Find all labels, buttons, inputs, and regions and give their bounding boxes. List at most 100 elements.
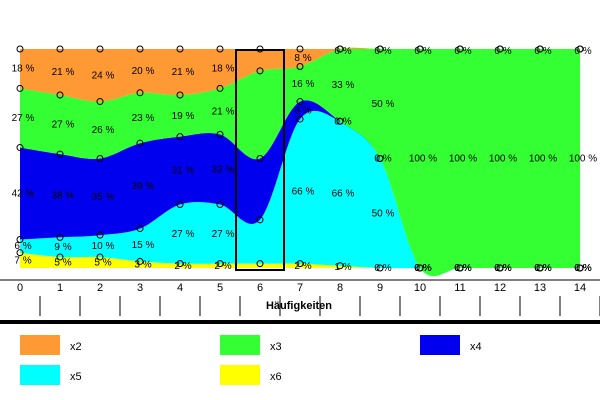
value-label-x6-3: 3 %	[134, 260, 151, 271]
value-label-x2-14: 0 %	[574, 46, 591, 57]
marker-x6-6	[256, 260, 264, 268]
value-label-x3-5: 21 %	[212, 106, 235, 117]
legend-label-x4: x4	[470, 341, 482, 353]
marker-x3-1	[56, 91, 64, 99]
marker-x4-0	[16, 144, 24, 152]
area-x5	[20, 110, 580, 277]
value-label-x5-0: 6 %	[14, 241, 31, 252]
marker-x5-0	[16, 236, 24, 244]
value-label-x2-12: 0 %	[494, 46, 511, 57]
value-label-x4-5: 32 %	[212, 164, 235, 175]
value-label-x6-2: 5 %	[94, 258, 111, 269]
x-tick-label-3: 3	[137, 282, 143, 294]
value-label-x5-2: 10 %	[92, 241, 115, 252]
value-label-x2-1: 21 %	[52, 67, 75, 78]
area-layer	[20, 47, 580, 277]
x-tick-label-5: 5	[217, 282, 223, 294]
value-label-x3-14: 100 %	[569, 154, 597, 165]
marker-x5-1	[56, 233, 64, 241]
marker-x5-3	[136, 225, 144, 233]
marker-x2-7	[296, 45, 304, 53]
value-label-x3-3: 23 %	[132, 113, 155, 124]
marker-x2-10	[416, 45, 424, 53]
value-label-x3-11: 100 %	[449, 154, 477, 165]
x-tick-label-4: 4	[177, 282, 183, 294]
value-label-x5-5: 27 %	[212, 229, 235, 240]
marker-x6-4	[176, 260, 184, 268]
marker-x3-7	[296, 63, 304, 71]
marker-x6-3	[136, 257, 144, 265]
value-label-x3-12: 100 %	[489, 154, 517, 165]
marker-x2-5	[216, 45, 224, 53]
x-tick-label-6: 6	[257, 282, 263, 294]
marker-layer	[16, 45, 584, 272]
marker-x6-5	[216, 260, 224, 268]
marker-x2-8	[336, 45, 344, 53]
area-x3	[20, 47, 580, 277]
value-label-x4-2: 35 %	[92, 192, 115, 203]
x-tick-label-11: 11	[454, 282, 465, 294]
marker-x4-12	[496, 264, 504, 272]
legend-swatch-x2	[20, 335, 60, 355]
area-x2	[20, 47, 580, 102]
highlight-box	[235, 49, 285, 271]
legend: x2 x3 x4 x5 x6	[20, 335, 482, 385]
value-label-x2-7: 8 %	[294, 53, 311, 64]
marker-x2-2	[96, 45, 104, 53]
legend-label-x2: x2	[70, 341, 82, 353]
value-label-x4-1: 38 %	[52, 191, 75, 202]
marker-x3-5	[216, 84, 224, 92]
marker-x4-13	[536, 264, 544, 272]
value-label-x6-7: 2 %	[294, 261, 311, 272]
marker-x2-12	[496, 45, 504, 53]
marker-x2-4	[176, 45, 184, 53]
legend-label-x3: x3	[270, 341, 282, 353]
legend-swatch-x3	[220, 335, 260, 355]
x-axis-title: Häufigkeiten	[266, 300, 332, 312]
value-label-x3-7: 16 %	[292, 79, 315, 90]
value-label-x4-3: 39 %	[132, 181, 155, 192]
marker-x4-1	[56, 150, 64, 158]
value-label-x5-7: 66 %	[292, 186, 315, 197]
value-label-x3-4: 19 %	[172, 111, 195, 122]
legend-label-x5: x5	[70, 371, 82, 383]
value-label-x2-3: 20 %	[132, 66, 155, 77]
marker-x2-0	[16, 45, 24, 53]
marker-x2-1	[56, 45, 64, 53]
marker-x2-11	[456, 45, 464, 53]
legend-label-x6: x6	[270, 371, 282, 383]
value-label-x3-8: 33 %	[332, 80, 355, 91]
x-tick-label-8: 8	[337, 282, 343, 294]
marker-x3-6	[256, 67, 264, 75]
value-label-x4-0: 42 %	[12, 189, 35, 200]
marker-x2-14	[576, 45, 584, 53]
value-label-x2-5: 18 %	[212, 64, 235, 75]
marker-x3-2	[96, 98, 104, 106]
value-label-x5-9: 50 %	[372, 208, 395, 219]
marker-x5-6	[256, 216, 264, 224]
value-label-x3-10: 100 %	[409, 154, 437, 165]
x-tick-label-14: 14	[574, 282, 586, 294]
marker-x4-5	[216, 130, 224, 138]
area-x4	[20, 100, 580, 277]
legend-swatch-x6	[220, 365, 260, 385]
marker-x6-7	[296, 260, 304, 268]
value-label-x2-9: 0 %	[374, 46, 391, 57]
marker-x3-0	[16, 84, 24, 92]
marker-x5-7	[296, 115, 304, 123]
marker-x6-1	[56, 253, 64, 261]
x-tick-label-7: 7	[297, 282, 303, 294]
marker-x3-4	[176, 91, 184, 99]
marker-x4-8	[336, 117, 344, 125]
marker-x4-9	[376, 155, 384, 162]
marker-x2-13	[536, 45, 544, 53]
marker-x6-9	[376, 264, 384, 272]
x-tick-label-12: 12	[494, 282, 506, 294]
marker-x6-0	[16, 249, 24, 257]
marker-x3-3	[136, 89, 144, 97]
value-label-x6-1: 5 %	[54, 258, 71, 269]
marker-x4-7	[296, 98, 304, 106]
value-label-x5-3: 15 %	[132, 240, 155, 251]
marker-x2-9	[376, 45, 384, 53]
